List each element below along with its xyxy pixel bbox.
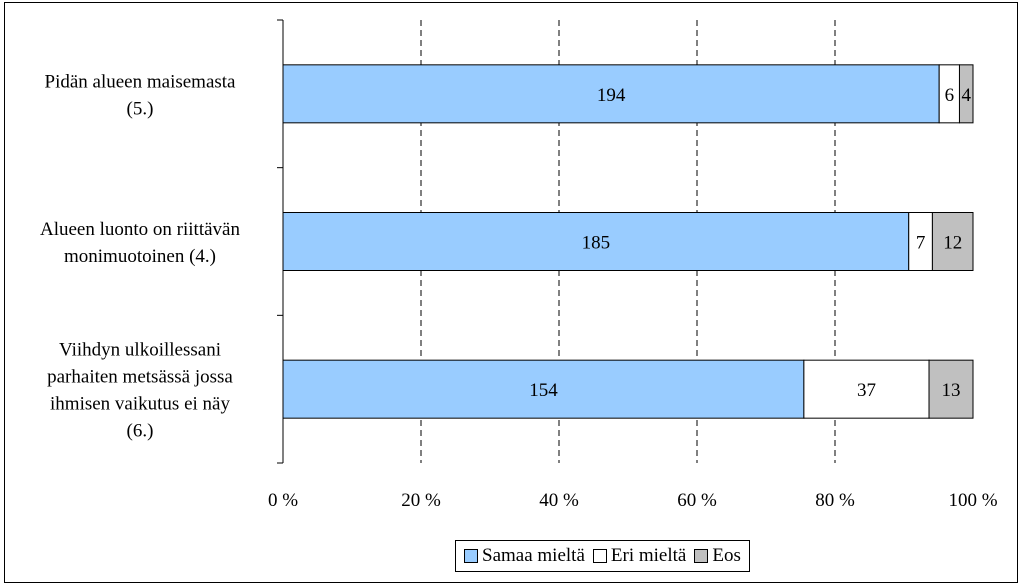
legend-entry: Samaa mieltä <box>464 545 585 567</box>
x-tick-label: 100 % <box>948 490 997 511</box>
bar-segment <box>928 359 974 419</box>
bar-segment <box>803 359 930 419</box>
data-label: 4 <box>961 85 971 106</box>
category-label: Alueen luonto on riittävän <box>40 219 240 240</box>
bar-segment <box>958 64 974 124</box>
x-tick-label: 0 % <box>268 490 298 511</box>
data-label: 7 <box>916 233 926 254</box>
data-label: 6 <box>945 85 955 106</box>
legend-label: Eos <box>712 545 741 566</box>
x-tick-label: 80 % <box>815 490 855 511</box>
x-tick-label: 60 % <box>677 490 717 511</box>
legend-entry: Eri mieltä <box>592 545 687 567</box>
x-tick-label: 40 % <box>539 490 579 511</box>
legend-swatch <box>592 549 607 563</box>
data-label: 13 <box>942 380 961 401</box>
bar-segment <box>931 212 974 271</box>
data-label: 12 <box>943 233 962 254</box>
category-label: parhaiten metsässä jossa <box>47 367 233 388</box>
legend: Samaa mieltä Eri mieltä Eos <box>455 540 750 572</box>
category-label: (6.) <box>127 421 154 442</box>
bar-segment <box>282 359 805 419</box>
legend-label: Samaa mieltä <box>482 545 585 566</box>
legend-swatch <box>464 549 478 563</box>
legend-entry: Eos <box>694 545 741 567</box>
data-label: 194 <box>597 85 626 106</box>
category-label: (5.) <box>127 98 154 119</box>
category-label: Pidän alueen maisemasta <box>45 71 237 92</box>
legend-swatch <box>694 549 709 563</box>
category-label: ihmisen vaikutus ei näy <box>50 394 230 415</box>
legend-label: Eri mieltä <box>610 545 687 566</box>
data-label: 154 <box>529 380 558 401</box>
bar-segment <box>282 212 910 271</box>
data-label: 185 <box>582 233 611 254</box>
x-tick-label: 20 % <box>401 490 441 511</box>
category-label: monimuotoinen (4.) <box>64 246 216 267</box>
category-label: Viihdyn ulkoillessani <box>59 340 221 361</box>
bar-segment <box>282 64 940 124</box>
data-label: 37 <box>857 380 876 401</box>
